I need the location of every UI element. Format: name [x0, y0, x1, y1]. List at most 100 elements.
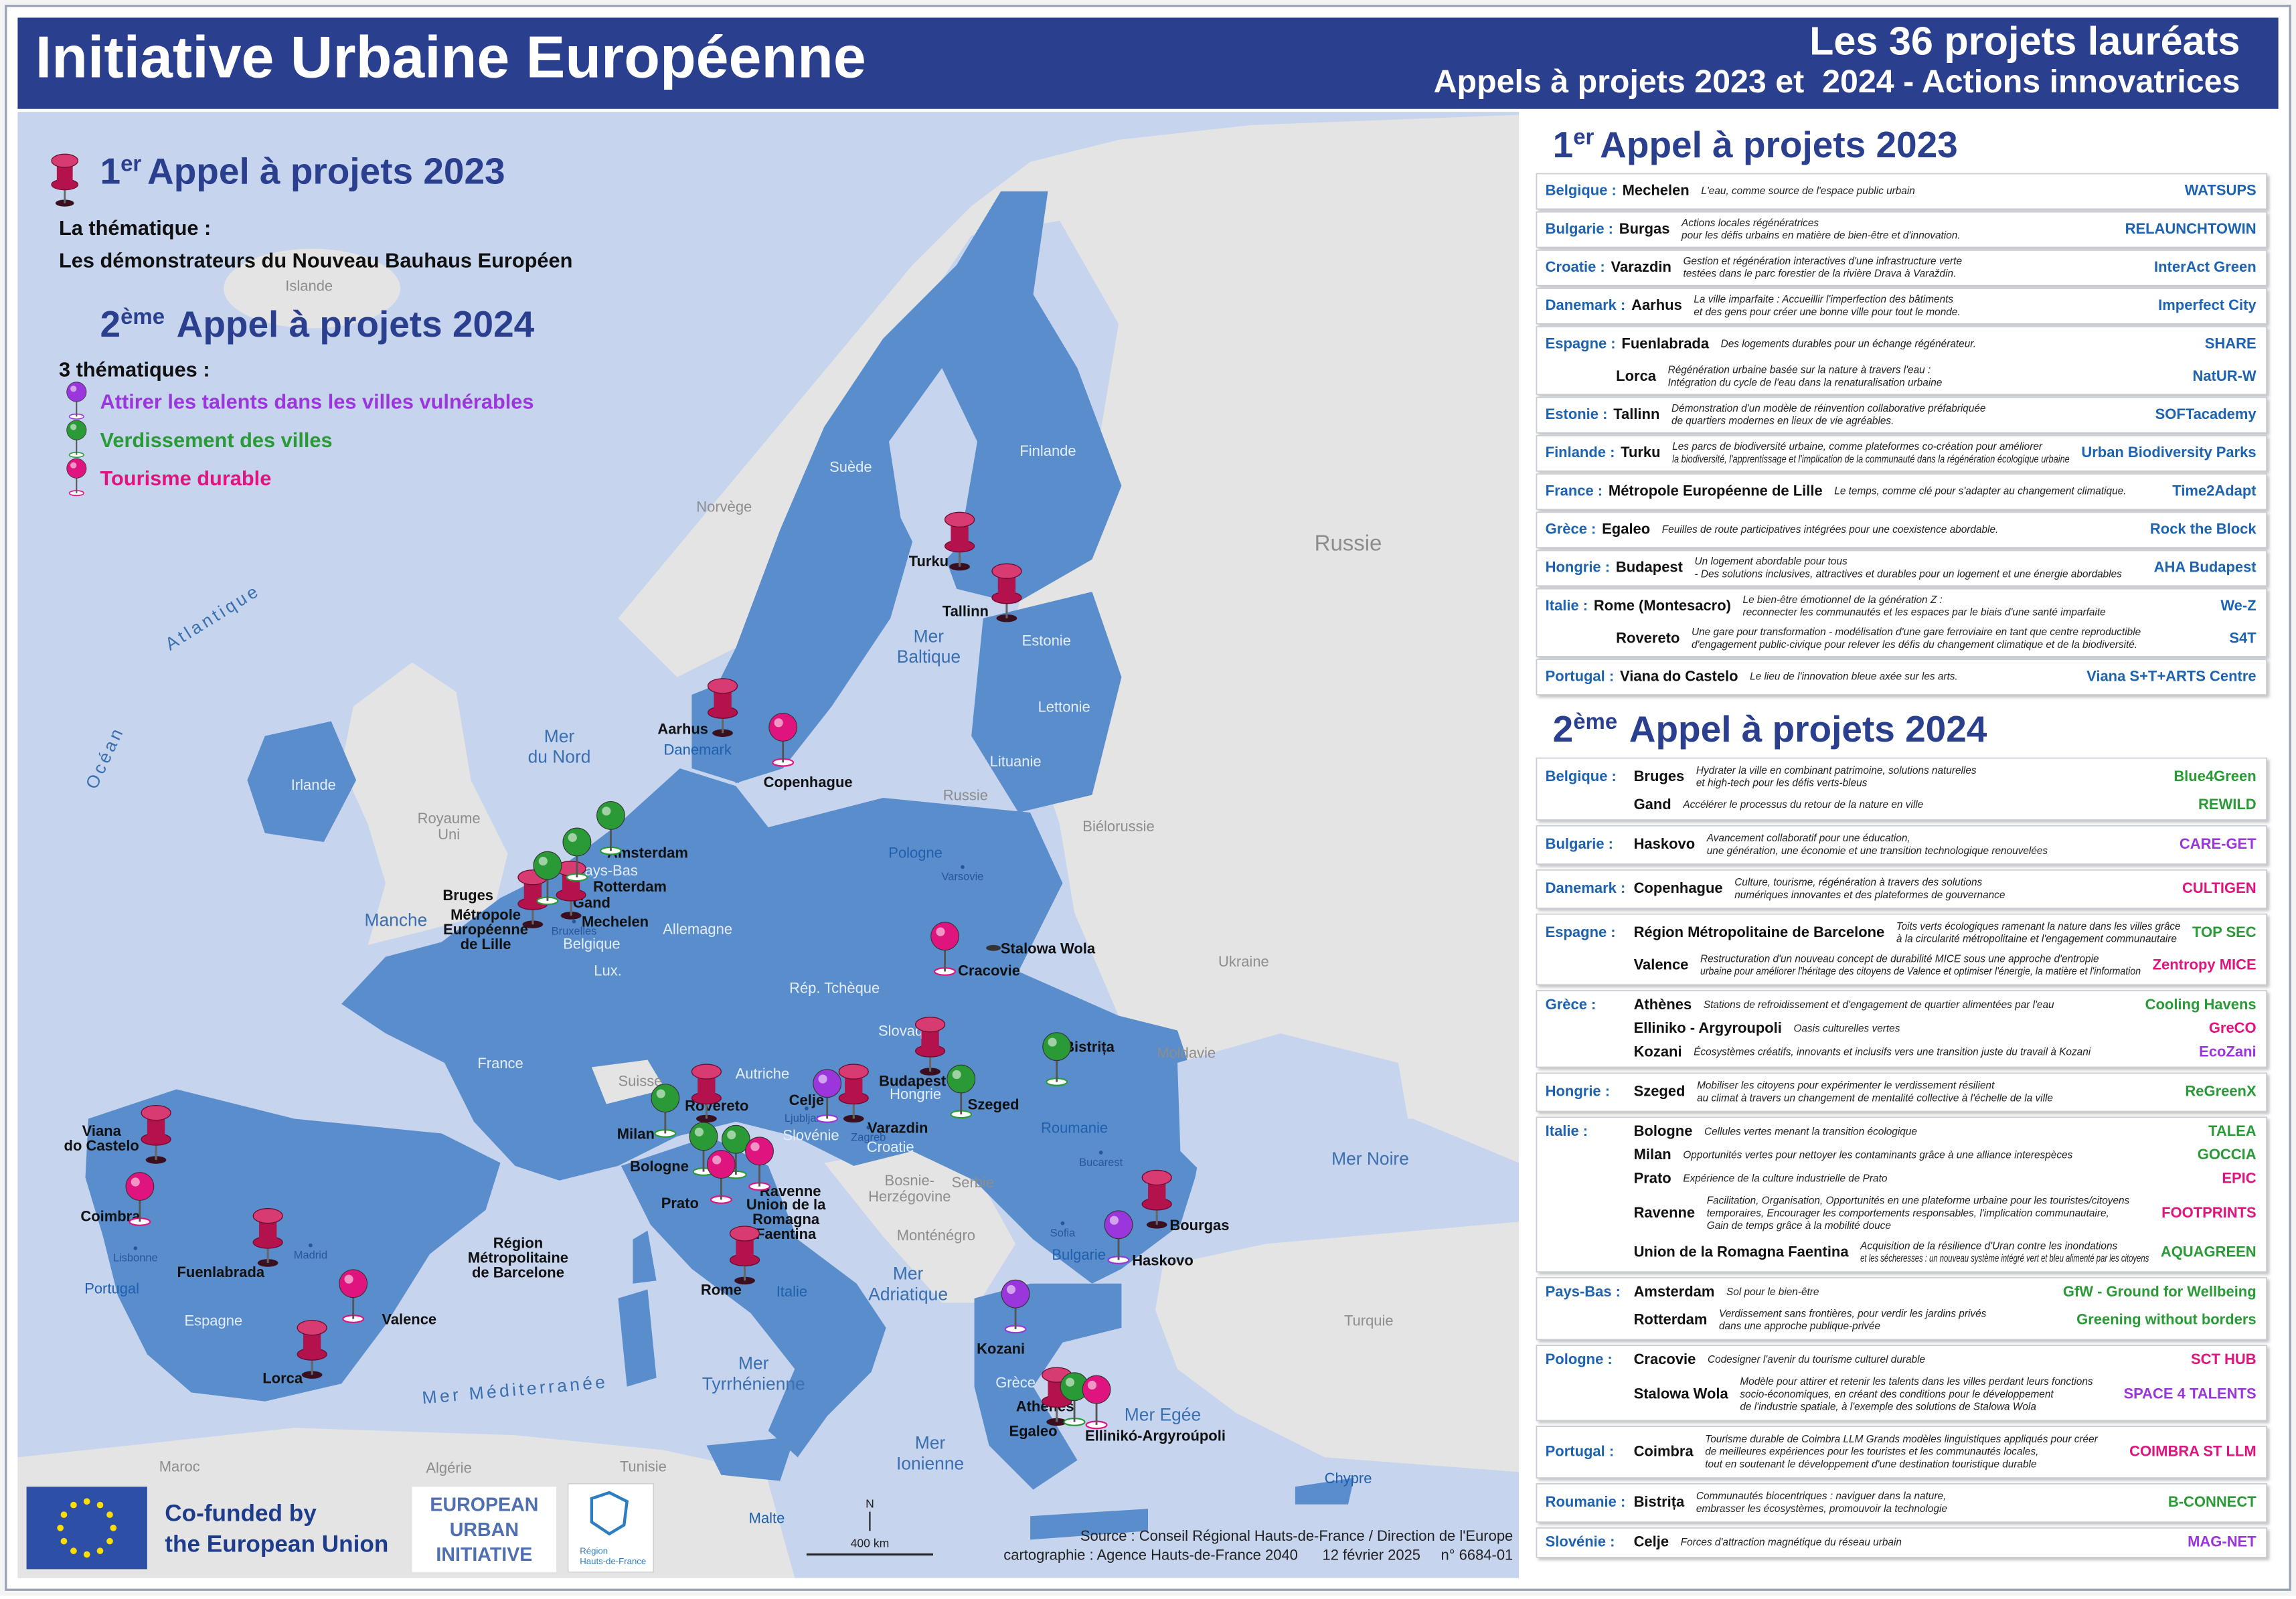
- country-label: Algérie: [426, 1460, 471, 1477]
- pin: [691, 1064, 722, 1123]
- pin: [66, 458, 87, 497]
- project-group: [1536, 1483, 2267, 1523]
- title: Initiative Urbaine Européenne: [35, 24, 866, 90]
- pin: [1001, 1279, 1030, 1334]
- city: Egaleo: [1602, 521, 1650, 537]
- project-name: RELAUNCHTOWIN: [2125, 220, 2257, 237]
- pin: [914, 1017, 946, 1076]
- city: Budapest: [1616, 559, 1684, 576]
- theme: Les démonstrateurs du Nouveau Bauhaus Eu…: [59, 249, 572, 272]
- pin-highlight: [1065, 1377, 1075, 1387]
- pin: [706, 1150, 736, 1204]
- country-label: France: [477, 1055, 523, 1072]
- capital-label: Lisbonne: [113, 1252, 158, 1264]
- project-description: Démonstration d'un modèle de réinvention…: [1671, 403, 1986, 414]
- pin-cap: [297, 1320, 327, 1336]
- project-description: de meilleures expériences pour les touri…: [1705, 1446, 2038, 1458]
- pin: [991, 563, 1022, 622]
- project-name: EPIC: [2222, 1169, 2256, 1186]
- city: Ravenne: [1634, 1204, 1696, 1221]
- non-eu-land: [824, 1148, 1016, 1303]
- project-description: La ville imparfaite : Accueillir l'imper…: [1694, 294, 1953, 305]
- city-label: Varazdin: [868, 1120, 928, 1137]
- capital-label: Varsovie: [942, 871, 984, 883]
- city-label-line: Européenne: [443, 921, 528, 938]
- city-label: Aarhus: [657, 721, 708, 738]
- project-description: Accélérer le processus du retour de la n…: [1682, 799, 1923, 811]
- header-bar: [17, 17, 2279, 109]
- city: Fuenlabrada: [1621, 335, 1709, 351]
- project-description: la biodiversité, l'apprentissage et l'im…: [1672, 454, 2070, 465]
- project-name: REWILD: [2198, 796, 2257, 813]
- project-description: Stations de refroidissement et d'engagem…: [1704, 999, 2054, 1011]
- project-description: Le temps, comme clé pour s'adapter au ch…: [1834, 486, 2126, 497]
- project-group: [1536, 1116, 2267, 1273]
- country-label: Lettonie: [1038, 699, 1090, 716]
- project-description: numériques innovantes et des plateformes…: [1734, 890, 2005, 901]
- project-group: [1536, 588, 2267, 657]
- pin-cap: [729, 1226, 760, 1242]
- project-description: Expérience de la culture industrielle de…: [1683, 1173, 1888, 1185]
- city: Région Métropolitaine de Barcelone: [1634, 924, 1885, 940]
- project-description: Actions locales régénératrices: [1681, 218, 1819, 229]
- city-label: Rome: [701, 1282, 742, 1298]
- non-eu-land: [341, 662, 508, 945]
- sea-label: Mer Baltique: [897, 626, 961, 667]
- pin-highlight: [538, 856, 548, 866]
- sea-label: Mer Ionienne: [896, 1432, 964, 1473]
- themes-label: 3 thématiques :: [59, 357, 210, 381]
- region-logo-text: Région: [580, 1546, 608, 1556]
- city: Union de la Romagna Faentina: [1634, 1243, 1850, 1260]
- project-description: et des gens pour créer une bonne ville p…: [1694, 307, 1960, 318]
- eu-star: [106, 1537, 113, 1545]
- city-label: Budapest: [879, 1072, 947, 1089]
- capital-label: Madrid: [294, 1249, 327, 1261]
- country-label: Grèce: [995, 1374, 1036, 1391]
- theme-label: La thématique :: [59, 216, 211, 240]
- pin-head: [1104, 1210, 1133, 1240]
- eu-land: [247, 721, 357, 842]
- city: Lorca: [1616, 367, 1657, 384]
- pin-head: [339, 1269, 368, 1298]
- project-description: Oasis culturelles vertes: [1793, 1023, 1900, 1034]
- project-group: [1536, 1426, 2267, 1479]
- pin: [533, 851, 562, 906]
- country-label-line: Uni: [438, 826, 460, 843]
- eu-star: [110, 1524, 117, 1531]
- country-label: Roumanie: [1041, 1120, 1108, 1137]
- city-label: Bourgas: [1169, 1217, 1229, 1234]
- project-description: reconnecter les communautés et les espac…: [1743, 607, 2106, 618]
- country-label: Bosnie-Herzégovine: [868, 1172, 951, 1205]
- project-name: Cooling Havens: [2145, 996, 2257, 1013]
- pin-shadow: [522, 920, 544, 928]
- pin-highlight: [774, 718, 783, 728]
- project-description: Modèle pour attirer et retenir les talen…: [1740, 1376, 2093, 1387]
- city-label: Bruges: [442, 887, 493, 904]
- city: Valence: [1634, 956, 1689, 973]
- city: Bruges: [1634, 768, 1685, 784]
- pin: [651, 1084, 680, 1138]
- pin: [66, 382, 87, 420]
- pin-highlight: [1109, 1215, 1119, 1225]
- project-description: Facilitation, Organisation, Opportunités…: [1707, 1195, 2130, 1207]
- city-label: Valence: [382, 1311, 436, 1328]
- project-group: [1536, 550, 2267, 587]
- scale-label: 400 km: [851, 1537, 890, 1550]
- sea-label: Mer Noire: [1331, 1149, 1409, 1169]
- subtitle: Les 36 projets lauréats: [1809, 19, 2240, 64]
- city: Tallinn: [1613, 406, 1659, 422]
- city-label: Région Métropolitaine de Barcelone: [468, 1234, 568, 1280]
- project-name: Blue4Green: [2174, 768, 2256, 784]
- eu-land: [1295, 1478, 1354, 1505]
- country-label: Suède: [829, 458, 872, 475]
- pin-shadow: [920, 1068, 940, 1076]
- capital-label: Ljubljana: [785, 1112, 829, 1124]
- country-label: Tunisie: [620, 1458, 667, 1475]
- country-label-line: Herzégovine: [868, 1188, 951, 1205]
- city-label: Egaleo: [1009, 1423, 1057, 1440]
- eu-star: [83, 1551, 90, 1558]
- country-label: Bulgarie: [1052, 1246, 1106, 1263]
- sea-label-line: Mer: [914, 626, 945, 646]
- project-description: Codesigner l'avenir du tourisme culturel…: [1708, 1354, 1925, 1365]
